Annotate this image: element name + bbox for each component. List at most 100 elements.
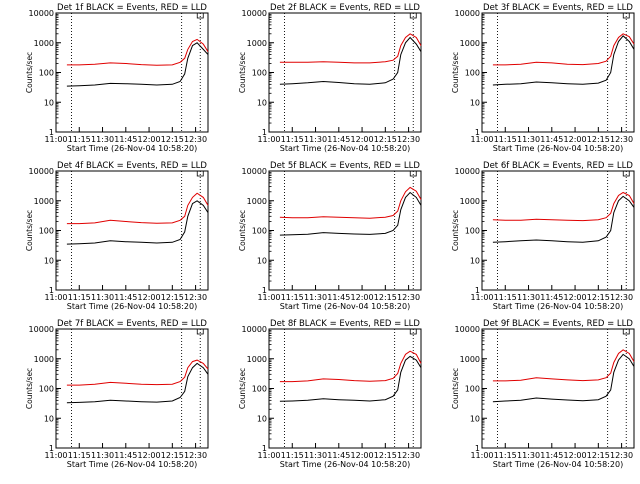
y-tick-label: 10 bbox=[44, 98, 54, 107]
y-tick-label: 1000 bbox=[247, 197, 267, 206]
x-tick-label: 12:15 bbox=[374, 135, 397, 144]
y-axis-label: Counts/sec bbox=[238, 52, 247, 93]
y-tick-label: 10000 bbox=[29, 167, 54, 176]
x-tick-label: 11:45 bbox=[540, 451, 563, 460]
interval-box-marker bbox=[622, 12, 630, 19]
detector-panel-1: Det 1f BLACK = Events, RED = LLD 1 10 100 10… bbox=[25, 3, 209, 153]
x-tick-label: 11:30 bbox=[91, 293, 114, 302]
x-tick-label: 11:30 bbox=[304, 135, 327, 144]
lld-series-line bbox=[279, 33, 422, 64]
y-axis-label: Counts/sec bbox=[25, 368, 34, 409]
interval-box-marker bbox=[622, 170, 630, 177]
y-axis-label: Counts/sec bbox=[238, 368, 247, 409]
x-tick-label: 11:45 bbox=[327, 451, 350, 460]
x-tick-label: 11:15 bbox=[494, 135, 517, 144]
x-axis-label: Start Time (26-Nov-04 10:58:20) bbox=[280, 460, 410, 469]
x-tick-label: 11:30 bbox=[517, 293, 540, 302]
panel-title: Det 6f BLACK = Events, RED = LLD bbox=[483, 161, 633, 171]
panel-title: Det 7f BLACK = Events, RED = LLD bbox=[57, 319, 207, 329]
x-tick-label: 11:00 bbox=[44, 451, 67, 460]
y-tick-label: 1000 bbox=[460, 39, 480, 48]
x-axis-label: Start Time (26-Nov-04 10:58:20) bbox=[67, 144, 197, 153]
x-tick-label: 12:30 bbox=[610, 293, 633, 302]
panel-title: Det 1f BLACK = Events, RED = LLD bbox=[57, 3, 207, 13]
y-tick-label: 1 bbox=[475, 444, 480, 453]
x-tick-label: 12:15 bbox=[161, 293, 184, 302]
y-tick-label: 1 bbox=[262, 444, 267, 453]
y-tick-label: 10000 bbox=[242, 9, 267, 18]
x-tick-label: 12:30 bbox=[610, 451, 633, 460]
x-tick-label: 11:30 bbox=[91, 451, 114, 460]
x-tick-label: 11:45 bbox=[540, 135, 563, 144]
y-tick-label: 10 bbox=[470, 98, 480, 107]
events-series-line bbox=[66, 200, 209, 245]
y-tick-label: 10 bbox=[257, 414, 267, 423]
x-tick-label: 11:45 bbox=[114, 451, 137, 460]
y-tick-label: 1 bbox=[475, 128, 480, 137]
y-tick-label: 100 bbox=[252, 69, 267, 78]
x-tick-label: 11:30 bbox=[304, 451, 327, 460]
panel-title: Det 3f BLACK = Events, RED = LLD bbox=[483, 3, 633, 13]
x-tick-label: 11:30 bbox=[517, 451, 540, 460]
panel-title: Det 2f BLACK = Events, RED = LLD bbox=[270, 3, 420, 13]
x-tick-label: 11:00 bbox=[257, 293, 280, 302]
x-tick-label: 11:15 bbox=[68, 293, 91, 302]
interval-box-marker bbox=[409, 170, 417, 177]
y-tick-label: 100 bbox=[39, 385, 54, 394]
panel-title: Det 4f BLACK = Events, RED = LLD bbox=[57, 161, 207, 171]
y-tick-label: 10000 bbox=[29, 325, 54, 334]
y-tick-label: 10000 bbox=[455, 167, 480, 176]
x-tick-label: 12:00 bbox=[138, 135, 161, 144]
x-tick-label: 11:30 bbox=[517, 135, 540, 144]
events-series-line bbox=[492, 195, 635, 243]
interval-box-marker bbox=[409, 328, 417, 335]
x-tick-label: 12:15 bbox=[161, 135, 184, 144]
x-tick-label: 11:15 bbox=[494, 293, 517, 302]
x-tick-label: 11:30 bbox=[304, 293, 327, 302]
x-tick-label: 12:00 bbox=[138, 293, 161, 302]
y-tick-label: 1000 bbox=[247, 39, 267, 48]
y-tick-label: 10000 bbox=[455, 325, 480, 334]
y-tick-label: 1000 bbox=[460, 197, 480, 206]
y-axis-label: Counts/sec bbox=[451, 210, 460, 251]
x-tick-label: 12:15 bbox=[587, 293, 610, 302]
y-axis-label: Counts/sec bbox=[451, 368, 460, 409]
interval-box-marker bbox=[196, 12, 204, 19]
y-tick-label: 1000 bbox=[34, 197, 54, 206]
x-tick-label: 12:15 bbox=[587, 135, 610, 144]
y-tick-label: 1 bbox=[262, 128, 267, 137]
y-tick-label: 100 bbox=[252, 227, 267, 236]
x-tick-label: 11:45 bbox=[114, 293, 137, 302]
events-series-line bbox=[279, 36, 422, 85]
panel-title: Det 8f BLACK = Events, RED = LLD bbox=[270, 319, 420, 329]
x-axis-label: Start Time (26-Nov-04 10:58:20) bbox=[493, 144, 623, 153]
x-axis-label: Start Time (26-Nov-04 10:58:20) bbox=[67, 460, 197, 469]
x-axis-label: Start Time (26-Nov-04 10:58:20) bbox=[67, 302, 197, 311]
x-tick-label: 12:30 bbox=[397, 293, 420, 302]
x-tick-label: 12:30 bbox=[184, 135, 207, 144]
x-tick-label: 11:00 bbox=[44, 293, 67, 302]
x-tick-label: 11:00 bbox=[257, 135, 280, 144]
y-tick-label: 10 bbox=[470, 256, 480, 265]
y-tick-label: 100 bbox=[39, 227, 54, 236]
lld-series-line bbox=[66, 359, 209, 386]
x-tick-label: 11:15 bbox=[68, 135, 91, 144]
y-tick-label: 1000 bbox=[460, 355, 480, 364]
x-axis-label: Start Time (26-Nov-04 10:58:20) bbox=[280, 302, 410, 311]
y-tick-label: 10 bbox=[257, 256, 267, 265]
y-tick-label: 10000 bbox=[29, 9, 54, 18]
interval-box-marker bbox=[622, 328, 630, 335]
x-tick-label: 12:15 bbox=[374, 293, 397, 302]
y-tick-label: 10 bbox=[44, 256, 54, 265]
detector-panel-2: Det 2f BLACK = Events, RED = LLD 1 10 100 10… bbox=[238, 3, 422, 153]
events-series-line bbox=[66, 42, 209, 87]
x-tick-label: 12:30 bbox=[397, 451, 420, 460]
detector-panel-7: Det 7f BLACK = Events, RED = LLD 1 10 100 10… bbox=[25, 319, 209, 469]
events-series-line bbox=[492, 353, 635, 403]
lld-series-line bbox=[66, 38, 209, 66]
detector-panel-6: Det 6f BLACK = Events, RED = LLD 1 10 100 10… bbox=[451, 161, 635, 311]
x-tick-label: 11:00 bbox=[257, 451, 280, 460]
x-tick-label: 11:15 bbox=[68, 451, 91, 460]
y-tick-label: 1000 bbox=[247, 355, 267, 364]
